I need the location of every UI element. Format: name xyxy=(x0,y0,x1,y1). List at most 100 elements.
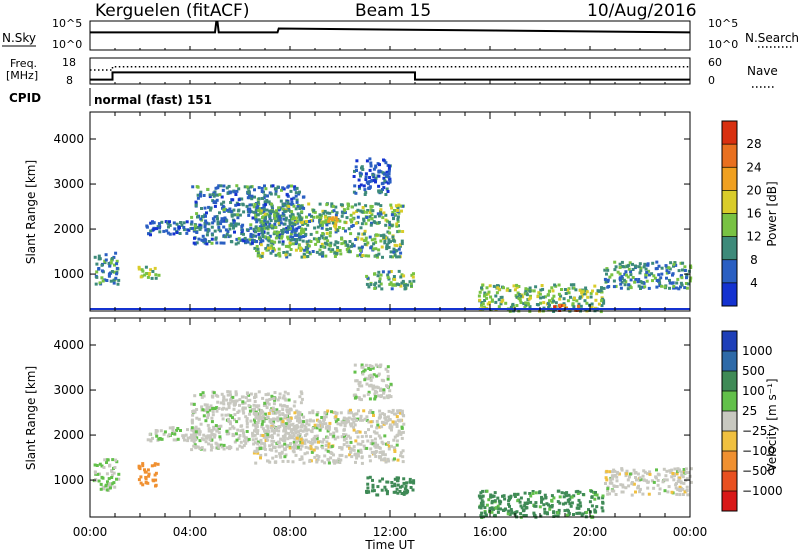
data-cell xyxy=(250,203,254,207)
data-cell xyxy=(107,274,111,278)
data-cell xyxy=(354,460,357,464)
data-cell xyxy=(221,417,225,421)
data-cell xyxy=(548,299,551,303)
data-cell xyxy=(249,232,253,236)
data-cell xyxy=(275,215,279,219)
data-cell xyxy=(137,478,141,482)
data-cell xyxy=(325,223,329,227)
data-cell xyxy=(261,396,265,400)
data-cell xyxy=(681,493,685,496)
data-cell xyxy=(583,299,587,303)
data-cell xyxy=(222,241,226,245)
data-cell xyxy=(295,186,299,190)
data-cell xyxy=(327,442,331,446)
velocity-colorbar-tick-label: −1000 xyxy=(742,484,783,498)
data-cell xyxy=(147,474,151,478)
data-cell xyxy=(645,479,648,483)
data-cell xyxy=(366,482,370,486)
data-cell xyxy=(208,408,212,412)
data-cell xyxy=(332,209,336,213)
data-cell xyxy=(628,261,632,265)
data-cell xyxy=(203,225,207,229)
data-cell xyxy=(652,274,656,278)
data-cell xyxy=(362,232,366,236)
data-cell xyxy=(298,207,302,210)
data-cell xyxy=(339,411,343,415)
data-cell xyxy=(307,244,311,248)
data-cell xyxy=(487,498,491,502)
data-cell xyxy=(401,230,405,233)
data-cell xyxy=(493,513,497,517)
data-cell xyxy=(323,461,327,465)
data-cell xyxy=(394,283,397,287)
data-cell xyxy=(207,205,211,209)
data-cell xyxy=(346,244,350,248)
data-cell xyxy=(373,397,377,401)
data-cell xyxy=(253,202,257,206)
data-cell xyxy=(237,409,241,413)
data-cell xyxy=(655,468,658,472)
data-cell xyxy=(387,459,391,463)
data-cell xyxy=(246,399,250,403)
data-cell xyxy=(216,443,220,447)
data-cell xyxy=(613,473,617,477)
data-cell xyxy=(377,252,381,256)
data-cell xyxy=(396,215,400,219)
data-cell xyxy=(238,444,242,448)
data-cell xyxy=(343,424,347,428)
data-cell xyxy=(199,422,203,426)
data-cell xyxy=(401,460,405,464)
data-cell xyxy=(543,511,547,514)
data-cell xyxy=(260,190,264,193)
data-cell xyxy=(227,413,231,417)
data-cell xyxy=(303,248,307,252)
data-cell xyxy=(368,459,372,463)
data-cell xyxy=(257,418,261,422)
data-cell xyxy=(516,492,520,496)
data-cell xyxy=(522,514,526,517)
data-cell xyxy=(298,214,301,218)
data-cell xyxy=(526,288,530,292)
data-cell xyxy=(395,439,399,443)
data-cell xyxy=(665,265,669,269)
data-cell xyxy=(283,438,287,442)
data-cell xyxy=(269,251,273,255)
data-cell xyxy=(318,220,322,224)
data-cell xyxy=(105,472,109,476)
data-cell xyxy=(267,435,270,439)
data-cell xyxy=(215,215,219,218)
data-cell xyxy=(542,295,545,299)
data-cell xyxy=(379,455,383,459)
data-cell xyxy=(261,410,265,414)
data-cell xyxy=(625,472,629,476)
data-cell xyxy=(353,169,356,173)
data-cell xyxy=(198,430,202,434)
data-cell xyxy=(287,398,291,402)
data-cell xyxy=(396,411,400,414)
data-cell xyxy=(362,219,366,223)
data-cell xyxy=(400,436,404,440)
data-cell xyxy=(321,254,324,258)
data-cell xyxy=(480,499,484,503)
data-cell xyxy=(287,245,291,249)
data-cell xyxy=(528,492,532,495)
data-cell xyxy=(245,204,249,208)
data-cell xyxy=(307,239,311,243)
data-cell xyxy=(280,404,284,408)
data-cell xyxy=(323,454,327,458)
data-cell xyxy=(309,459,313,463)
data-cell xyxy=(293,185,297,189)
data-cell xyxy=(272,420,276,424)
data-cell xyxy=(389,203,393,207)
data-cell xyxy=(624,486,628,490)
data-cell xyxy=(394,204,398,208)
data-cell xyxy=(579,504,583,508)
data-cell xyxy=(656,483,660,487)
data-cell xyxy=(198,223,202,227)
data-cell xyxy=(229,393,232,397)
data-cell xyxy=(395,415,399,419)
data-cell xyxy=(410,273,414,277)
data-cell xyxy=(283,397,287,401)
data-cell xyxy=(227,406,231,410)
data-cell xyxy=(109,486,112,490)
